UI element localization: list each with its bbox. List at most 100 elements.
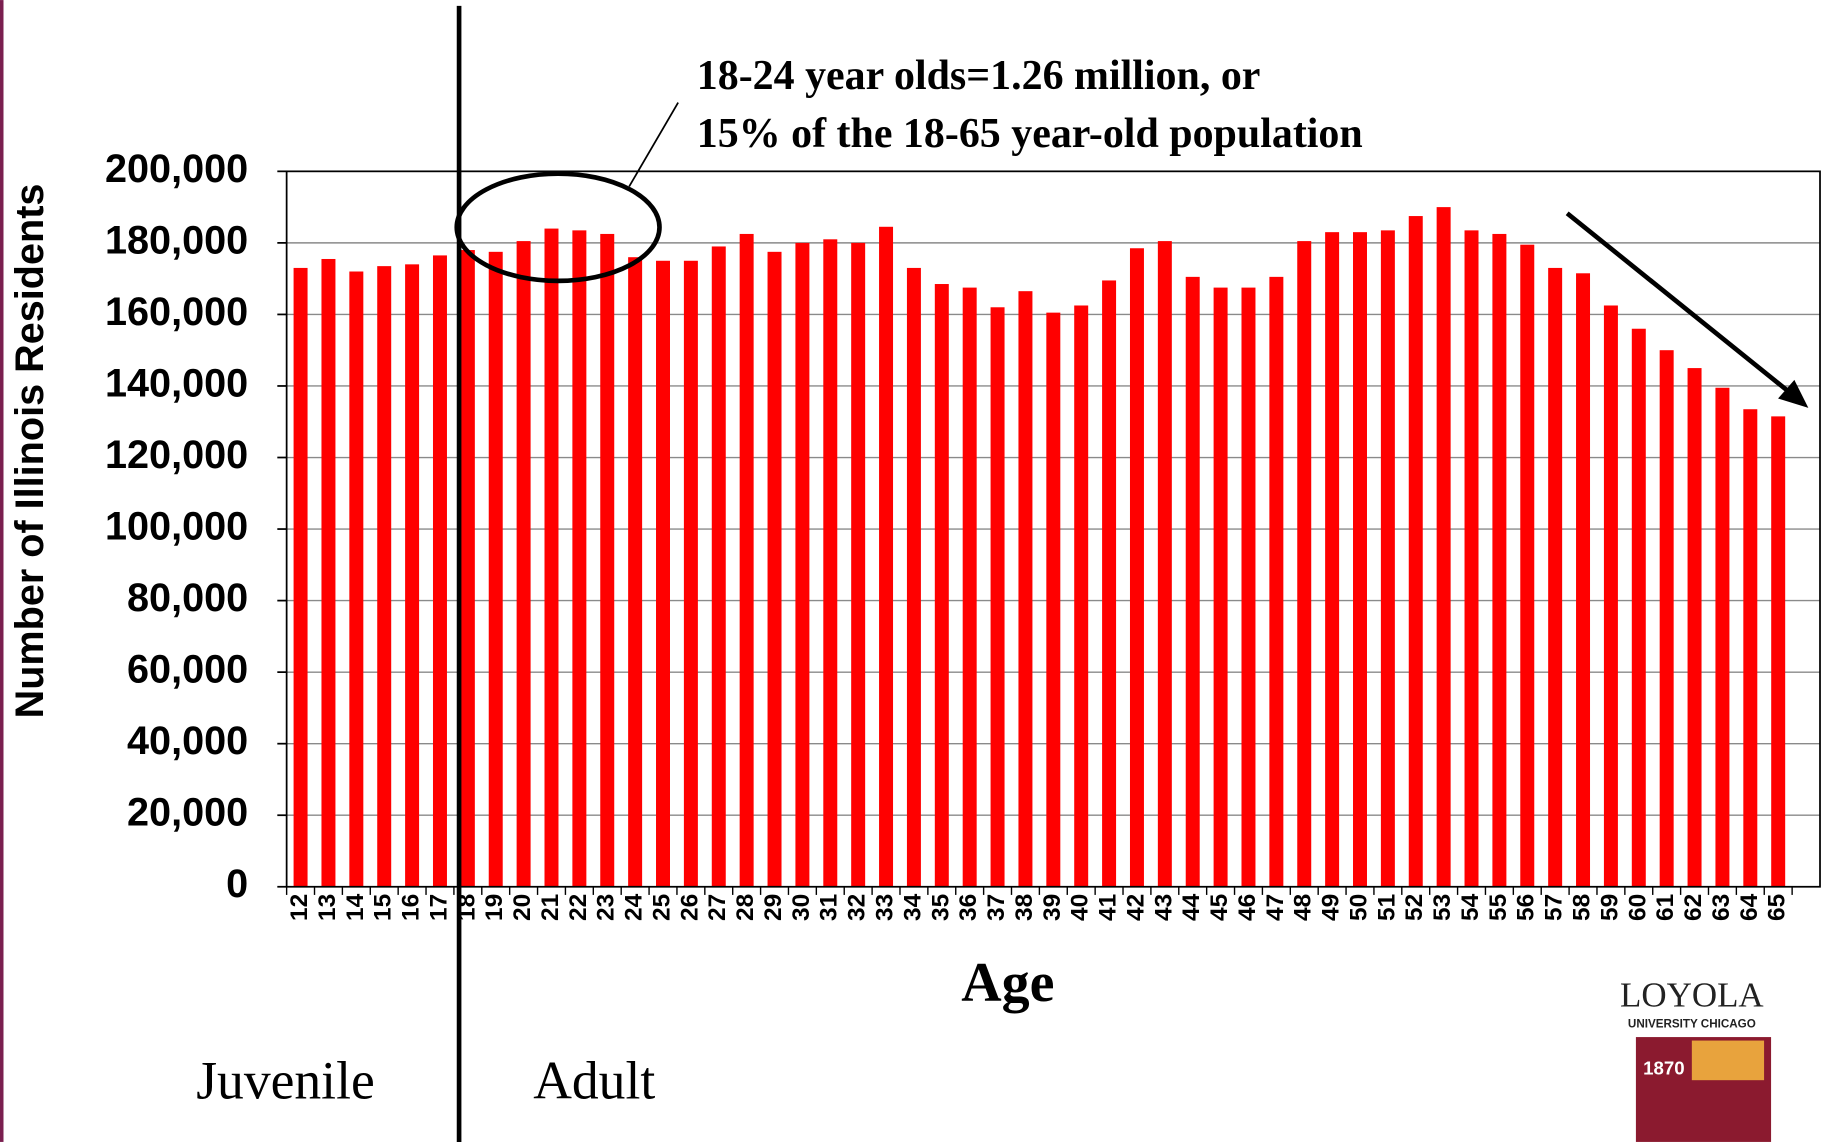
x-tick-label: 52 (1401, 894, 1428, 921)
x-tick-label: 28 (732, 894, 759, 921)
annotation: 15% of the 18-65 year-old population (697, 111, 1363, 157)
bar (934, 284, 949, 887)
x-tick-label: 50 (1345, 894, 1372, 921)
bar (377, 266, 392, 887)
bar (851, 242, 866, 887)
bar (1380, 230, 1395, 887)
bar (349, 271, 364, 887)
logo-subtext: UNIVERSITY CHICAGO (1628, 1017, 1756, 1030)
x-tick-label: 42 (1122, 894, 1149, 921)
x-tick-label: 49 (1318, 894, 1345, 921)
y-tick-label: 120,000 (105, 433, 248, 477)
x-tick-label: 46 (1234, 894, 1261, 921)
x-tick-label: 35 (927, 894, 954, 921)
pointer-line (628, 102, 679, 187)
bar (1659, 350, 1674, 887)
logo-year: 1870 (1643, 1058, 1684, 1079)
bar (1715, 387, 1730, 887)
x-tick-label: 30 (788, 894, 815, 921)
x-tick-label: 55 (1485, 894, 1512, 921)
x-tick-label: 27 (704, 894, 731, 921)
bar (1185, 276, 1200, 887)
x-tick-label: 32 (844, 894, 871, 921)
bar (1018, 291, 1033, 887)
bar (990, 307, 1005, 887)
plot-border (285, 170, 1821, 888)
x-tick-label: 31 (816, 894, 843, 921)
x-tick-label: 60 (1624, 894, 1651, 921)
x-tick-label: 24 (621, 893, 648, 921)
bar (795, 242, 810, 887)
x-tick-label: 65 (1764, 894, 1791, 921)
arrow-head (1778, 379, 1809, 408)
bar (656, 260, 670, 887)
y-tick-label: 140,000 (105, 361, 248, 405)
bar (544, 228, 559, 887)
bar (293, 267, 308, 887)
annotation: 18-24 year olds=1.26 million, or (697, 53, 1261, 99)
bar (600, 233, 615, 887)
x-tick-label: 41 (1095, 894, 1122, 921)
x-tick-label: 51 (1373, 894, 1400, 921)
bar (321, 258, 336, 887)
x-tick-label: 19 (481, 894, 508, 921)
x-tick-label: 17 (425, 894, 452, 921)
x-tick-label: 44 (1178, 893, 1205, 921)
x-tick-label: 63 (1708, 894, 1735, 921)
region-label: Juvenile (196, 1050, 375, 1110)
x-tick-label: 16 (398, 894, 425, 921)
bar (683, 260, 698, 887)
bar (516, 241, 531, 887)
x-tick-label: 48 (1290, 894, 1317, 921)
x-tick-label: 12 (286, 894, 313, 921)
bar (1771, 416, 1786, 887)
x-tick-label: 21 (537, 894, 564, 921)
bar (1436, 207, 1451, 887)
bar (1269, 276, 1284, 887)
x-tick-label: 25 (648, 894, 675, 921)
bar (488, 251, 503, 887)
bar (1576, 273, 1591, 887)
bar (1631, 328, 1646, 887)
bar (1687, 368, 1702, 887)
x-tick-label: 23 (593, 894, 620, 921)
y-tick-label: 20,000 (127, 791, 248, 835)
x-tick-label: 33 (872, 894, 899, 921)
bar (1353, 232, 1367, 887)
logo-stripe (1691, 1040, 1765, 1081)
x-tick-label: 61 (1652, 894, 1679, 921)
bar (1520, 244, 1535, 887)
bar (460, 250, 475, 887)
bar (1213, 287, 1228, 887)
x-tick-label: 53 (1429, 894, 1456, 921)
x-tick-label: 40 (1067, 894, 1094, 921)
region-label: Adult (533, 1050, 655, 1110)
bar (628, 257, 643, 887)
bar (1129, 248, 1144, 887)
bar (879, 226, 894, 887)
trend-arrow (1565, 211, 1796, 399)
bar (1464, 230, 1479, 887)
bar (1548, 267, 1563, 887)
bar (1074, 305, 1089, 887)
y-tick-label: 100,000 (105, 505, 248, 549)
bar (906, 267, 921, 887)
bar (1492, 233, 1507, 887)
x-tick-label: 26 (676, 894, 703, 921)
x-tick-label: 58 (1569, 894, 1596, 921)
x-tick-label: 62 (1680, 894, 1707, 921)
x-tick-label: 43 (1150, 894, 1177, 921)
x-tick-label: 36 (955, 894, 982, 921)
x-tick-label: 20 (509, 894, 536, 921)
y-tick-label: 180,000 (105, 218, 248, 262)
x-tick-label: 59 (1596, 894, 1623, 921)
bar (1408, 216, 1423, 887)
bar (1603, 305, 1618, 887)
bar (1046, 312, 1061, 887)
bar (1743, 409, 1758, 887)
bar (1297, 241, 1312, 887)
x-tick-label: 45 (1206, 894, 1233, 921)
x-tick-label: 39 (1039, 894, 1066, 921)
bar (405, 264, 420, 887)
